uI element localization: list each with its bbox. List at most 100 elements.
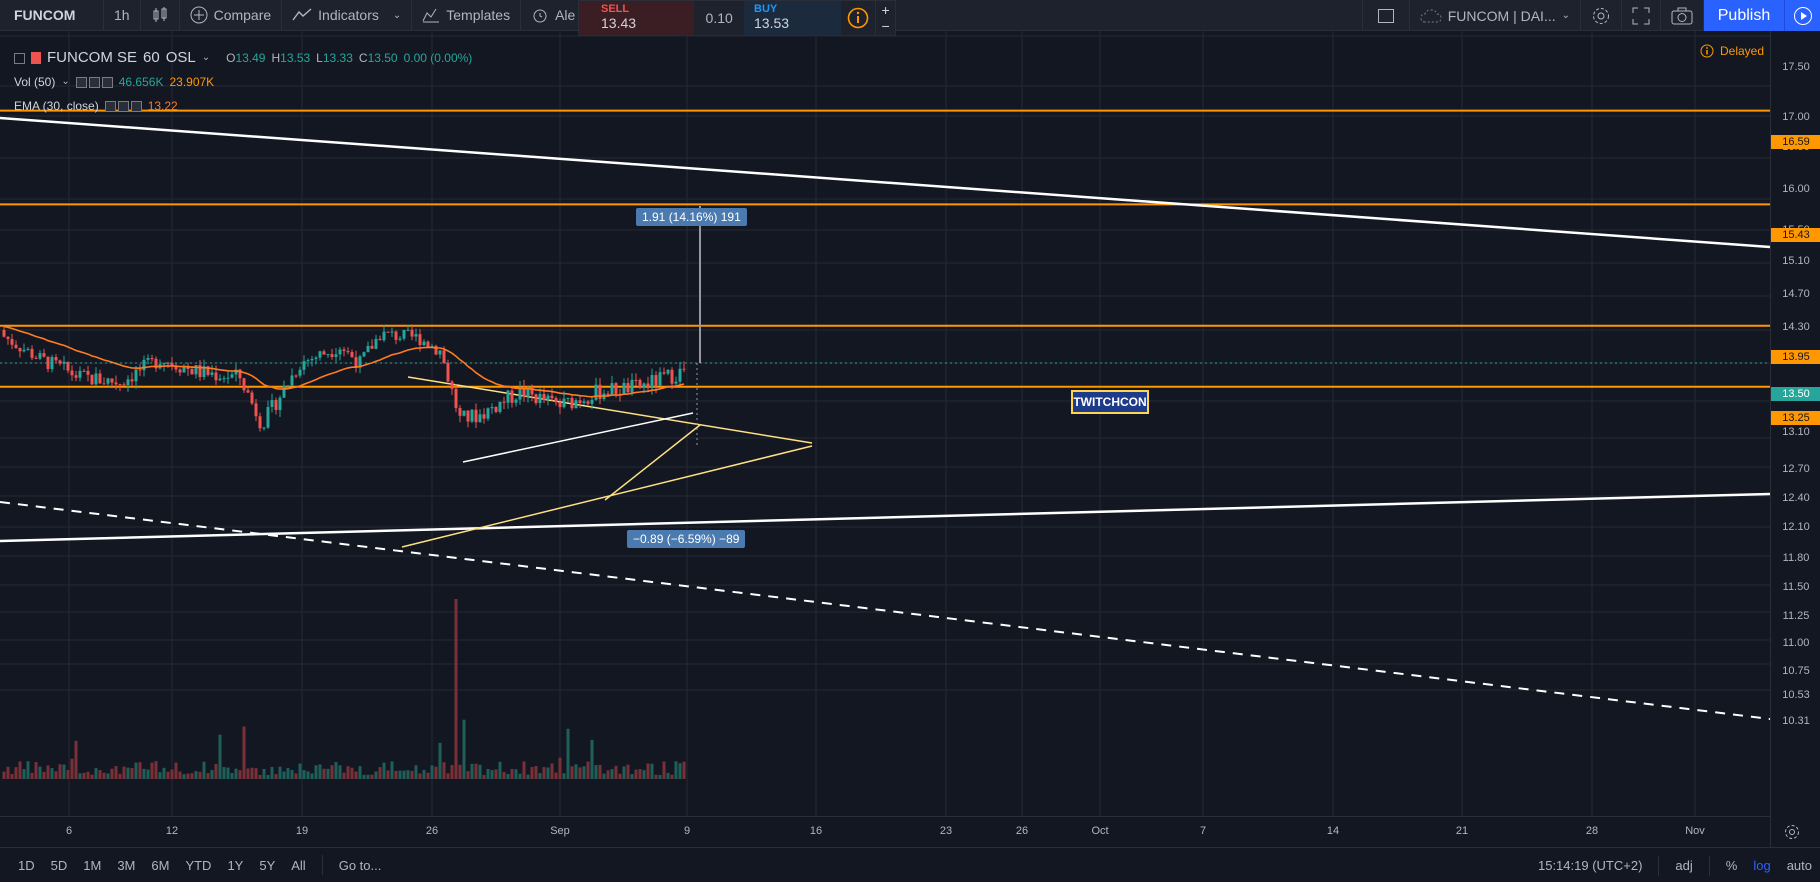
volume-bar [434, 766, 438, 779]
ohlc-close: C13.50 [358, 51, 398, 65]
candle-body [182, 366, 186, 373]
volume-bar [198, 771, 202, 779]
volume-bar [566, 728, 570, 779]
volume-bar [562, 773, 566, 779]
settings-button[interactable] [1581, 0, 1622, 31]
volume-bar [406, 770, 410, 779]
snapshot-button[interactable] [1661, 0, 1704, 31]
expand-button[interactable] [1622, 0, 1661, 31]
volume-label[interactable]: Vol (50) [14, 75, 56, 89]
candle-body [558, 402, 562, 408]
symbol-search[interactable]: FUNCOM [0, 0, 104, 31]
templates-button[interactable]: Templates [412, 0, 522, 31]
candle-body [130, 379, 134, 382]
volume-bar [122, 766, 126, 779]
log-toggle[interactable]: log [1753, 858, 1771, 873]
volume-bar [574, 764, 578, 779]
chevron-down-icon[interactable]: ⌄ [201, 52, 211, 63]
price-tick: 10.31 [1782, 715, 1810, 727]
range-5y[interactable]: 5Y [259, 857, 276, 873]
volume-bar [534, 766, 538, 779]
replay-button[interactable] [1784, 0, 1820, 31]
volume-bar [258, 774, 262, 779]
volume-bar [594, 765, 598, 779]
volume-ma-value: 23.907K [169, 75, 215, 89]
compare-button[interactable]: Compare [180, 0, 283, 31]
minus-button[interactable]: − [881, 18, 890, 34]
volume-bar [670, 774, 674, 779]
chart-type-button[interactable] [141, 0, 180, 31]
chart-pane[interactable] [0, 31, 1770, 816]
date-range-buttons: 1D 5D 1M 3M 6M YTD 1Y 5Y All [0, 858, 314, 873]
volume-bar [90, 774, 94, 779]
candle-body [142, 359, 146, 371]
price-scale[interactable]: 17.5017.0016.5016.0015.5015.1014.7014.30… [1770, 31, 1820, 847]
delayed-badge[interactable]: Delayed [1700, 44, 1764, 58]
range-1m[interactable]: 1M [83, 857, 102, 873]
candle-body [214, 372, 218, 381]
candle-body [266, 406, 270, 428]
layout-name-button[interactable]: FUNCOM | DAI... ⌄ [1408, 0, 1581, 31]
volume-bar [46, 765, 50, 779]
fullscreen-toggle[interactable] [1361, 0, 1409, 31]
volume-bar [446, 773, 450, 779]
candle-body [302, 361, 306, 370]
volume-bar [610, 769, 614, 779]
volume-bar [94, 768, 98, 779]
price-tick: 17.50 [1782, 61, 1810, 73]
price-tick: 17.00 [1782, 111, 1810, 123]
range-1d[interactable]: 1D [18, 857, 35, 873]
volume-bar [378, 767, 382, 779]
range-5d[interactable]: 5D [50, 857, 68, 873]
interval-button[interactable]: 1h [104, 0, 141, 31]
chevron-down-icon[interactable]: ⌄ [61, 76, 70, 87]
indicators-button[interactable]: Indicators ⌄ [282, 0, 413, 31]
goto-button[interactable]: Go to... [338, 857, 382, 873]
info-button[interactable] [841, 1, 875, 35]
volume-bar [538, 773, 542, 779]
quantity-stepper[interactable]: + − [875, 1, 895, 35]
volume-bar [410, 770, 414, 779]
sell-button[interactable]: SELL 13.43 [579, 1, 695, 35]
range-3m[interactable]: 3M [117, 857, 136, 873]
alert-button[interactable]: Ale [521, 0, 585, 31]
study-controls[interactable] [75, 76, 113, 88]
range-all[interactable]: All [291, 857, 306, 873]
price-tick: 13.10 [1782, 426, 1810, 438]
volume-bar [502, 771, 506, 779]
candle-body [290, 375, 294, 386]
adj-toggle[interactable]: adj [1675, 858, 1693, 873]
volume-bar [454, 599, 458, 779]
layout-name: FUNCOM | DAI... [1447, 7, 1556, 24]
gear-icon[interactable] [1783, 823, 1801, 841]
auto-toggle[interactable]: auto [1786, 858, 1812, 873]
candle-body [482, 414, 486, 419]
ema-label[interactable]: EMA (30, close) [14, 99, 99, 113]
candle-body [478, 414, 482, 423]
candle-body [538, 393, 542, 404]
volume-bar [190, 773, 194, 779]
buy-button[interactable]: BUY 13.53 [744, 1, 842, 35]
legend-symbol[interactable]: FUNCOM SE [47, 49, 137, 66]
price-tick: 11.00 [1782, 637, 1810, 649]
collapse-icon[interactable] [14, 52, 25, 64]
candle-body [530, 387, 534, 395]
range-ytd[interactable]: YTD [185, 857, 212, 873]
percent-toggle[interactable]: % [1725, 858, 1738, 873]
plus-button[interactable]: + [881, 2, 890, 18]
range-6m[interactable]: 6M [151, 857, 170, 873]
price-tick: 11.50 [1782, 581, 1810, 593]
candle-body [502, 401, 506, 403]
publish-button[interactable]: Publish [1704, 0, 1784, 31]
volume-bar [542, 767, 546, 779]
study-controls[interactable] [104, 100, 142, 112]
range-1y[interactable]: 1Y [227, 857, 244, 873]
candle-body [638, 380, 642, 388]
ohlc-change: 0.00 (0.00%) [403, 51, 473, 65]
text-annotation[interactable]: TWITCHCON [1071, 390, 1149, 414]
candle-body [454, 388, 458, 409]
candle-body [410, 329, 414, 337]
volume-bar [42, 771, 46, 779]
time-axis[interactable]: 6 12 19 26 Sep 9 16 23 26 Oct 7 14 21 28 Nov [0, 816, 1799, 847]
clock-time[interactable]: 15:14:19 (UTC+2) [1537, 858, 1643, 873]
